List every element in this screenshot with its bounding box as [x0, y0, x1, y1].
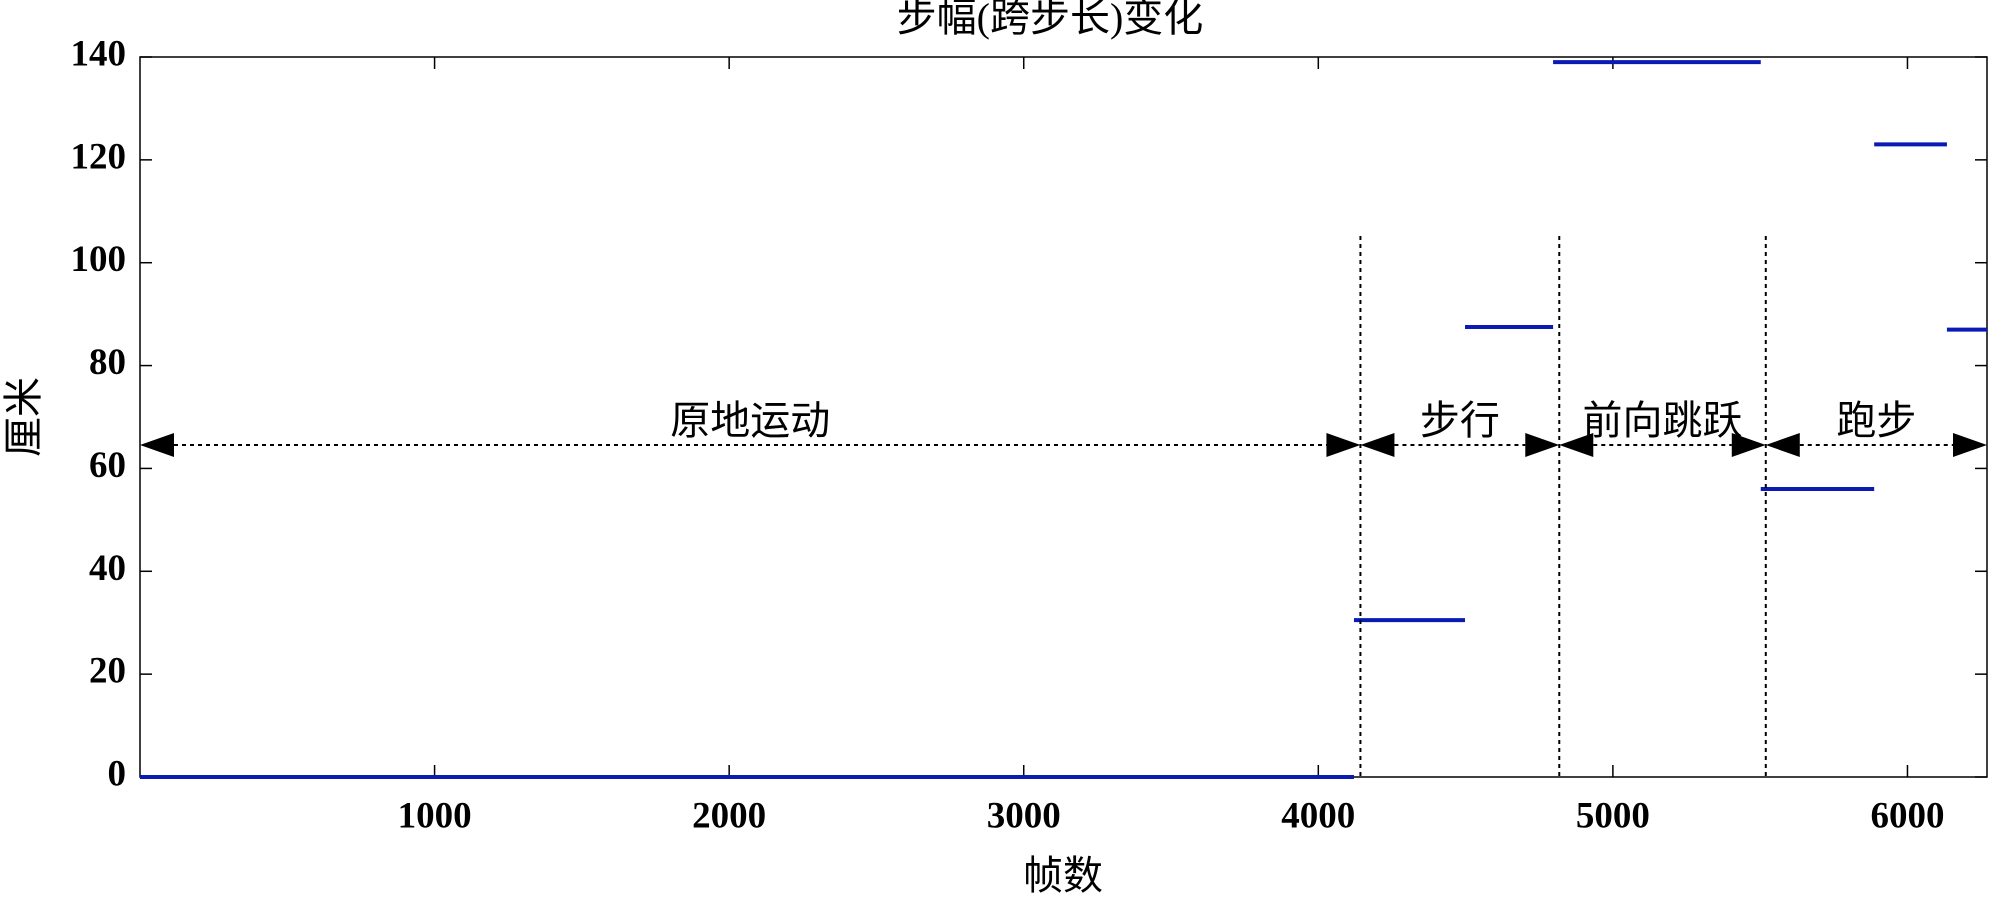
- y-tick-label: 80: [89, 342, 126, 383]
- region-label: 步行: [1420, 398, 1500, 443]
- x-tick-label: 1000: [398, 795, 472, 836]
- region-arrow-head: [1525, 433, 1560, 457]
- x-tick-label: 4000: [1281, 795, 1355, 836]
- y-tick-label: 140: [71, 33, 127, 74]
- region-arrow-head: [1765, 433, 1800, 457]
- y-tick-label: 60: [89, 445, 126, 486]
- y-tick-label: 120: [71, 136, 127, 177]
- region-arrow-head: [140, 433, 174, 457]
- region-label: 前向跳跃: [1583, 398, 1743, 443]
- chart-title: 步幅(跨步长)变化: [897, 0, 1204, 40]
- region-arrow-head: [1559, 433, 1594, 457]
- region-arrow-head: [1360, 433, 1395, 457]
- y-tick-label: 20: [89, 651, 126, 692]
- x-tick-label: 2000: [692, 795, 766, 836]
- x-tick-label: 3000: [987, 795, 1061, 836]
- y-tick-label: 100: [71, 239, 127, 280]
- y-axis-label: 厘米: [1, 377, 46, 457]
- region-arrow-head: [1326, 433, 1361, 457]
- x-tick-label: 5000: [1576, 795, 1650, 836]
- region-label: 原地运动: [670, 398, 830, 443]
- x-axis-label: 帧数: [1023, 853, 1103, 898]
- y-tick-label: 0: [108, 753, 127, 794]
- x-tick-label: 6000: [1870, 795, 1944, 836]
- region-arrow-head: [1953, 433, 1987, 457]
- region-arrow-head: [1731, 433, 1766, 457]
- y-tick-label: 40: [89, 548, 126, 589]
- region-label: 跑步: [1836, 398, 1916, 443]
